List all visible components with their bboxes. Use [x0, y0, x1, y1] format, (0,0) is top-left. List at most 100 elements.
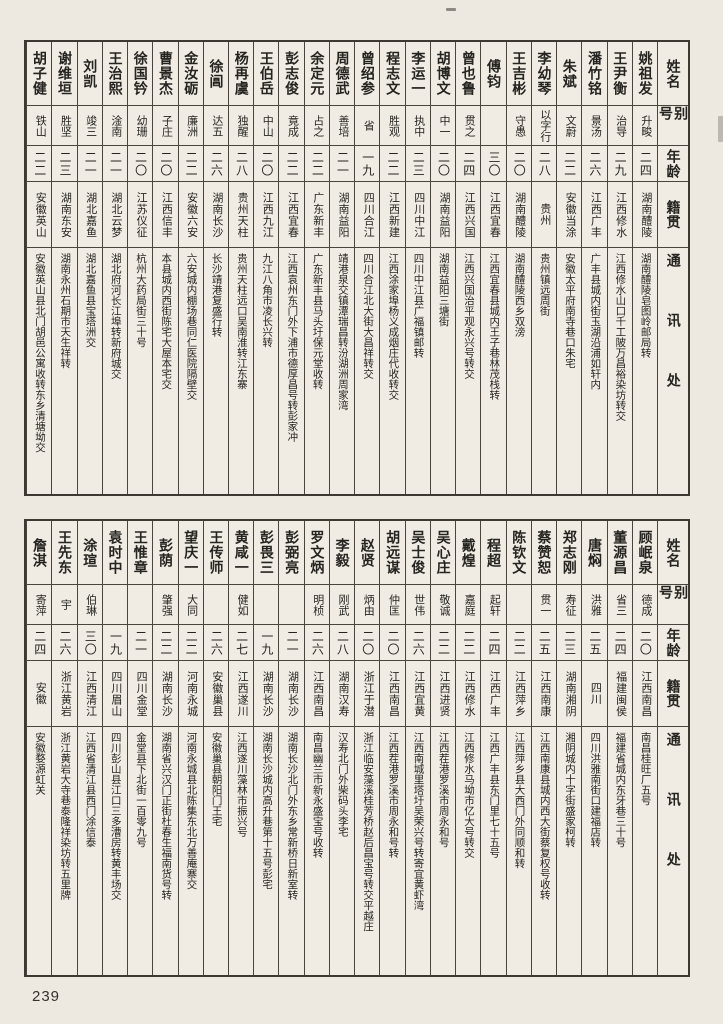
origin-cell: 浙江黄岩	[52, 661, 77, 727]
origin-cell: 安徽英山	[27, 182, 52, 248]
entry-column: 金汝砺 廉洲 二二 安徽六安 六安城内棚场巷同仁医院隔壁交	[177, 42, 203, 494]
name-cell-text: 刘凯	[82, 58, 99, 89]
address-cell-text: 江西南城里塔圩吴荣兴号转寄宜黄虾湾	[412, 732, 425, 911]
alias-cell: 中一	[430, 106, 456, 146]
alias-cell-text: 竣三	[84, 114, 97, 137]
alias-cell: 竟成	[279, 106, 304, 146]
name-cell-text: 杨再虞	[233, 51, 250, 96]
age-cell-text: 二〇	[259, 150, 274, 177]
address-cell: 汉寿北门外柴码头李宅	[330, 727, 354, 975]
name-cell: 余定元	[304, 42, 329, 106]
origin-cell-text: 江西宜春	[286, 191, 299, 238]
name-cell-text: 傅钧	[486, 58, 503, 89]
address-cell: 湖南省兴汉门正街杜春生福南货号转	[153, 727, 177, 975]
name-cell: 王尹衡	[607, 42, 632, 106]
name-cell-text: 徐国钤	[132, 51, 149, 96]
age-cell-text: 二一	[133, 629, 148, 656]
name-cell: 胡远谋	[380, 521, 405, 585]
alias-cell: 升畯	[632, 106, 657, 146]
entry-column: 吴心庄 敬诚 二二 江西进贤 江西茬港罗溪市周永和号	[429, 521, 456, 975]
alias-cell-text: 文蔚	[564, 114, 577, 137]
address-cell: 江西南城里塔圩吴荣兴号转寄宜黄虾湾	[406, 727, 430, 975]
entry-column: 谢维垣 胜坚 二三 湖南东安 湖南永州石期市天生祥转	[51, 42, 77, 494]
address-cell-text: 四川洪雅南街口建福店转	[589, 732, 602, 848]
address-cell: 江西兴国治平观永兴号转交	[456, 248, 480, 494]
age-cell-text: 二〇	[638, 629, 653, 656]
origin-cell-text: 四川	[589, 682, 602, 705]
alias-cell-text: 寄萍	[34, 593, 47, 616]
origin-cell: 广东新丰	[304, 182, 329, 248]
origin-cell: 湖南东安	[52, 182, 77, 248]
age-cell-text: 二二	[184, 150, 199, 177]
name-cell: 王惟章	[128, 521, 153, 585]
alias-cell: 省三	[607, 585, 632, 625]
origin-cell-text: 贵州天柱	[236, 191, 249, 238]
origin-cell: 湖南益阳	[329, 182, 355, 248]
age-cell-text: 二二	[310, 150, 325, 177]
address-cell: 靖港泉交镇潭瑞昌转汾湖洲周家湾	[330, 248, 354, 494]
age-cell-text: 二〇	[360, 629, 375, 656]
address-cell: 湖北嘉鱼县宝塔洲交	[78, 248, 102, 494]
name-cell: 彭畏三	[254, 521, 279, 585]
origin-cell: 安徽	[27, 661, 52, 727]
name-cell: 彭弼亮	[279, 521, 304, 585]
age-cell-text: 二二	[184, 629, 199, 656]
age-cell-text: 二六	[209, 150, 224, 177]
address-cell-text: 贵州镇远周街	[538, 253, 551, 316]
page-number: 239	[32, 988, 61, 1005]
entry-column: 吴士俊 世伟 二六 江西宜黄 江西南城里塔圩吴荣兴号转寄宜黄虾湾	[404, 521, 430, 975]
age-cell: 二二	[178, 146, 203, 182]
address-cell-text: 汉寿北门外柴码头李宅	[336, 732, 349, 837]
alias-cell	[506, 585, 531, 625]
alias-cell-text: 起轩	[488, 593, 501, 616]
name-cell-text: 涂瑄	[82, 537, 99, 568]
address-cell: 湖南益阳三塘街	[431, 248, 455, 494]
name-cell: 曹景杰	[153, 42, 178, 106]
alias-cell: 幼珊	[128, 106, 153, 146]
entry-column: 李运一 执中 二三 四川中江 四川中江县广福镇邮转	[404, 42, 430, 494]
alias-cell-text: 淦南	[109, 114, 122, 137]
alias-cell	[102, 585, 128, 625]
address-cell: 四川合江北大街大昌祥转交	[355, 248, 379, 494]
address-cell: 四川彭山县江口三多漕房转黄丰场交	[103, 727, 127, 975]
origin-cell: 安徽巢县	[203, 661, 229, 727]
alias-cell: 贯之	[456, 106, 481, 146]
name-cell: 曾也鲁	[456, 42, 481, 106]
origin-cell: 四川金堂	[128, 661, 153, 727]
address-cell: 江西萍乡县大西门外同顺和转	[507, 727, 531, 975]
name-cell: 王先东	[52, 521, 77, 585]
name-cell-text: 王传师	[208, 530, 225, 575]
name-cell: 谢维垣	[52, 42, 77, 106]
address-cell-text: 江西兴国治平观永兴号转交	[463, 253, 476, 379]
address-cell-text: 六安城内棚场巷同仁医院隔壁交	[185, 253, 198, 400]
alias-cell: 肇强	[153, 585, 178, 625]
name-cell-text: 金汝砺	[183, 51, 200, 96]
age-cell: 一九	[254, 625, 279, 661]
address-cell: 贵州天柱远口吴南淮转江东寨	[229, 248, 253, 494]
entry-column: 徐国钤 幼珊 二〇 江苏仪征 杭州大药局街三十号	[127, 42, 153, 494]
address-cell: 湖南醴陵西乡双滂	[507, 248, 531, 494]
name-cell-text: 赵贤	[359, 537, 376, 568]
alias-cell-text: 占之	[311, 114, 324, 137]
entry-column: 蔡赞恕 贯一 二五 江西南康 江西南康县城内西大街蔡复权号收转	[530, 521, 557, 975]
origin-cell: 湖南醴陵	[632, 182, 657, 248]
age-cell: 二四	[481, 625, 506, 661]
age-cell: 二〇	[128, 146, 153, 182]
entry-column: 杨再虞 独醒 二八 贵州天柱 贵州天柱远口吴南淮转江东寨	[228, 42, 254, 494]
alias-cell: 炳由	[355, 585, 380, 625]
age-cell: 二二	[506, 625, 531, 661]
origin-cell-text: 贵州	[538, 203, 551, 226]
entry-column: 王传师 二六 安徽巢县 安徽巢县朝阳门王宅	[202, 521, 229, 975]
address-cell: 贵州镇远周街	[532, 248, 556, 494]
address-cell-text: 四川中江县广福镇邮转	[412, 253, 425, 358]
origin-cell: 河南永城	[178, 661, 203, 727]
alias-cell-text: 治导	[614, 114, 627, 137]
directory-table-bottom: 姓名 别号 年龄 籍贯 通讯处 顾岷泉 德成 二〇 江西南昌 南昌桂旺厂五号 董源昌 省三 二四 福建闽侯…	[24, 519, 690, 977]
alias-cell-text: 世伟	[412, 593, 425, 616]
age-cell-text: 二一	[83, 150, 98, 177]
name-cell-text: 顾岷泉	[637, 530, 654, 575]
origin-cell: 湖南汉寿	[329, 661, 355, 727]
origin-cell: 江西修水	[607, 182, 632, 248]
origin-cell: 福建闽侯	[607, 661, 632, 727]
entry-column: 徐阊 达五 二六 湖南长沙 长沙靖港复盛行转	[202, 42, 229, 494]
